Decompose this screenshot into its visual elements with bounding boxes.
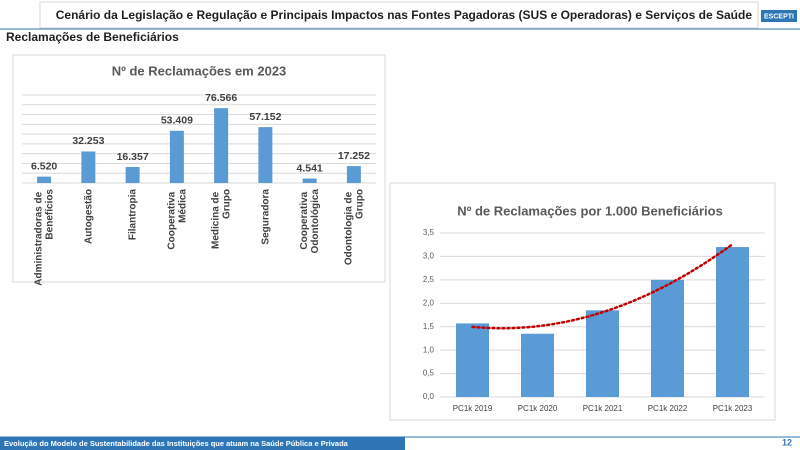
- data-label: 53.409: [161, 115, 193, 127]
- bar: [37, 176, 52, 183]
- data-label: 16.357: [117, 151, 149, 163]
- y-tick-label: 1,0: [423, 345, 435, 354]
- y-tick-label: 3,0: [423, 252, 435, 261]
- bar: [346, 166, 361, 183]
- x-tick-label: Odontologia de Grupo: [343, 189, 365, 265]
- y-tick-label: 1,5: [423, 322, 435, 331]
- x-tick-label: Seguradora: [260, 189, 271, 245]
- bar: [521, 333, 554, 397]
- data-label: 4.541: [296, 162, 322, 174]
- charts: Nº de Reclamações em 2023 6.520 Administra…: [22, 63, 765, 413]
- trendline: [471, 242, 734, 330]
- footer-bar: [0, 437, 405, 450]
- footer-text: Evolução do Modelo de Sustentabilidade d…: [4, 439, 349, 448]
- x-tick-label: PC1k 2019: [453, 404, 493, 413]
- x-tick-label: Administradoras de Benefícios: [33, 189, 55, 286]
- bar: [81, 151, 96, 183]
- bar: [651, 279, 684, 397]
- data-label: 57.152: [249, 111, 281, 123]
- header-title: Cenário da Legislação e Regulação e Prin…: [56, 8, 753, 22]
- x-tick-label: Cooperativa Médica: [166, 189, 188, 250]
- header-box: [39, 1, 759, 29]
- logo: ESCEPTI: [764, 13, 794, 20]
- subtitle: Reclamações de Beneficiários: [6, 30, 179, 44]
- bar: [169, 130, 184, 183]
- page-number: 12: [782, 437, 792, 447]
- bar: [125, 167, 140, 183]
- y-tick-label: 2,5: [423, 275, 435, 284]
- data-label: 6.520: [31, 160, 57, 172]
- y-tick-label: 2,0: [423, 298, 435, 307]
- y-tick-label: 3,5: [423, 228, 435, 237]
- chart-frame: [12, 54, 386, 283]
- bar: [586, 310, 619, 397]
- x-tick-label: Filantropia: [127, 189, 138, 241]
- y-tick-label: 0,0: [423, 392, 435, 401]
- data-label: 76.566: [205, 92, 237, 104]
- bar: [258, 127, 273, 183]
- x-tick-label: Autogestão: [83, 189, 94, 244]
- chart-frame: [389, 182, 776, 421]
- x-tick-label: PC1k 2021: [583, 404, 623, 413]
- bar: [716, 247, 749, 397]
- data-label: 32.253: [72, 135, 104, 147]
- x-tick-label: PC1k 2020: [518, 404, 558, 413]
- bar: [456, 323, 489, 397]
- x-tick-label: PC1k 2023: [713, 404, 753, 413]
- x-tick-label: Cooperativa Odontológica: [299, 189, 321, 254]
- chart-title: Nº de Reclamações por 1.000 Beneficiário…: [457, 203, 723, 218]
- y-tick-label: 0,5: [423, 369, 435, 378]
- bar: [214, 108, 229, 183]
- logo-box: [761, 10, 797, 22]
- data-label: 17.252: [338, 150, 370, 162]
- x-tick-label: Medicina de Grupo: [210, 189, 232, 249]
- chart-title: Nº de Reclamações em 2023: [112, 63, 287, 78]
- x-tick-label: PC1k 2022: [648, 404, 688, 413]
- bar: [302, 178, 317, 183]
